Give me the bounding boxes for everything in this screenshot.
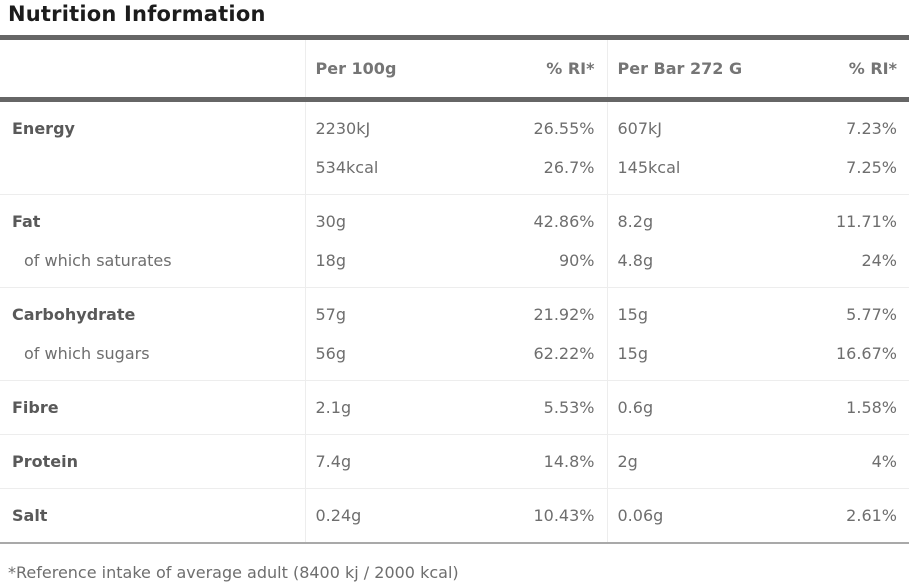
per-bar-value: 15g [606,287,753,334]
per-100g-value: 7.4g [304,434,451,489]
per-bar-value: 8.2g [606,194,753,241]
nutrient-label [0,148,305,195]
ri-100g-value: 21.92% [533,305,595,324]
col-header-nutrient [0,35,305,102]
per-100g-value: 57g [304,287,451,334]
per-bar-value: 4.8g [606,241,753,288]
table-row: Protein 7.4g 14.8% 2g 4% [0,434,909,489]
nutrient-label: of which sugars [0,334,305,381]
table-row: Fat 30g 42.86% 8.2g 11.71% [0,194,909,241]
nutrient-label: Energy [12,119,75,138]
per-bar-value: 15g [606,334,753,381]
per-100g-value: 56g [304,334,451,381]
table-row: Fibre 2.1g 5.53% 0.6g 1.58% [0,380,909,435]
per-100g-value: 2.1g [304,380,451,435]
footnote: *Reference intake of average adult (8400… [8,563,459,582]
ri-bar-value: 24% [753,241,909,288]
ri-bar-value: 7.23% [846,119,897,138]
ri-bar-value: 1.58% [753,380,909,435]
ri-bar-value: 11.71% [835,212,897,231]
per-bar-value: 0.06g [606,488,753,544]
per-100g-value: 18g [304,241,451,288]
nutrient-label: of which saturates [0,241,305,288]
col-header-ri-bar: % RI* [753,35,909,102]
ri-100g-value: 42.86% [533,212,595,231]
nutrient-label: Protein [0,434,305,489]
table-body: Energy 2230kJ 26.55% 607kJ 7.23% 534kcal 26.7%… [0,99,909,544]
per-bar-value: 2g [606,434,753,489]
table-row: Salt 0.24g 10.43% 0.06g 2.61% [0,488,909,544]
table-row: Carbohydrate 57g 21.92% 15g 5.77% [0,287,909,334]
nutrient-label: Salt [0,488,305,544]
nutrient-label: Carbohydrate [12,305,136,324]
table-row: of which sugars 56g 62.22% 15g 16.67% [0,334,909,381]
table-header-row: Per 100g % RI* Per Bar 272 G % RI* [0,35,909,102]
col-header-per-bar: Per Bar 272 G [606,35,753,102]
ri-bar-value: 5.77% [846,305,897,324]
ri-100g-value: 26.7% [451,148,607,195]
col-header-ri-100g: % RI* [451,35,607,102]
ri-100g-value: 26.55% [533,119,595,138]
per-100g-value: 0.24g [304,488,451,544]
per-bar-value: 607kJ [606,99,753,148]
ri-bar-value: 2.61% [753,488,909,544]
per-100g-value: 30g [304,194,451,241]
nutrient-label: Fat [12,212,41,231]
per-100g-value: 2230kJ [304,99,451,148]
table-row: 534kcal 26.7% 145kcal 7.25% [0,148,909,195]
nutrient-label: Fibre [0,380,305,435]
ri-bar-value: 16.67% [753,334,909,381]
table-row: Energy 2230kJ 26.55% 607kJ 7.23% [0,99,909,148]
table-row: of which saturates 18g 90% 4.8g 24% [0,241,909,288]
ri-100g-value: 90% [451,241,607,288]
ri-100g-value: 62.22% [451,334,607,381]
per-bar-value: 0.6g [606,380,753,435]
page-title: Nutrition Information [8,2,266,26]
nutrition-table: Per 100g % RI* Per Bar 272 G % RI* Energ… [0,35,909,544]
ri-bar-value: 7.25% [753,148,909,195]
per-100g-value: 534kcal [304,148,451,195]
col-header-per-100g: Per 100g [304,35,451,102]
ri-100g-value: 10.43% [451,488,607,544]
ri-100g-value: 14.8% [451,434,607,489]
per-bar-value: 145kcal [606,148,753,195]
ri-bar-value: 4% [753,434,909,489]
ri-100g-value: 5.53% [451,380,607,435]
